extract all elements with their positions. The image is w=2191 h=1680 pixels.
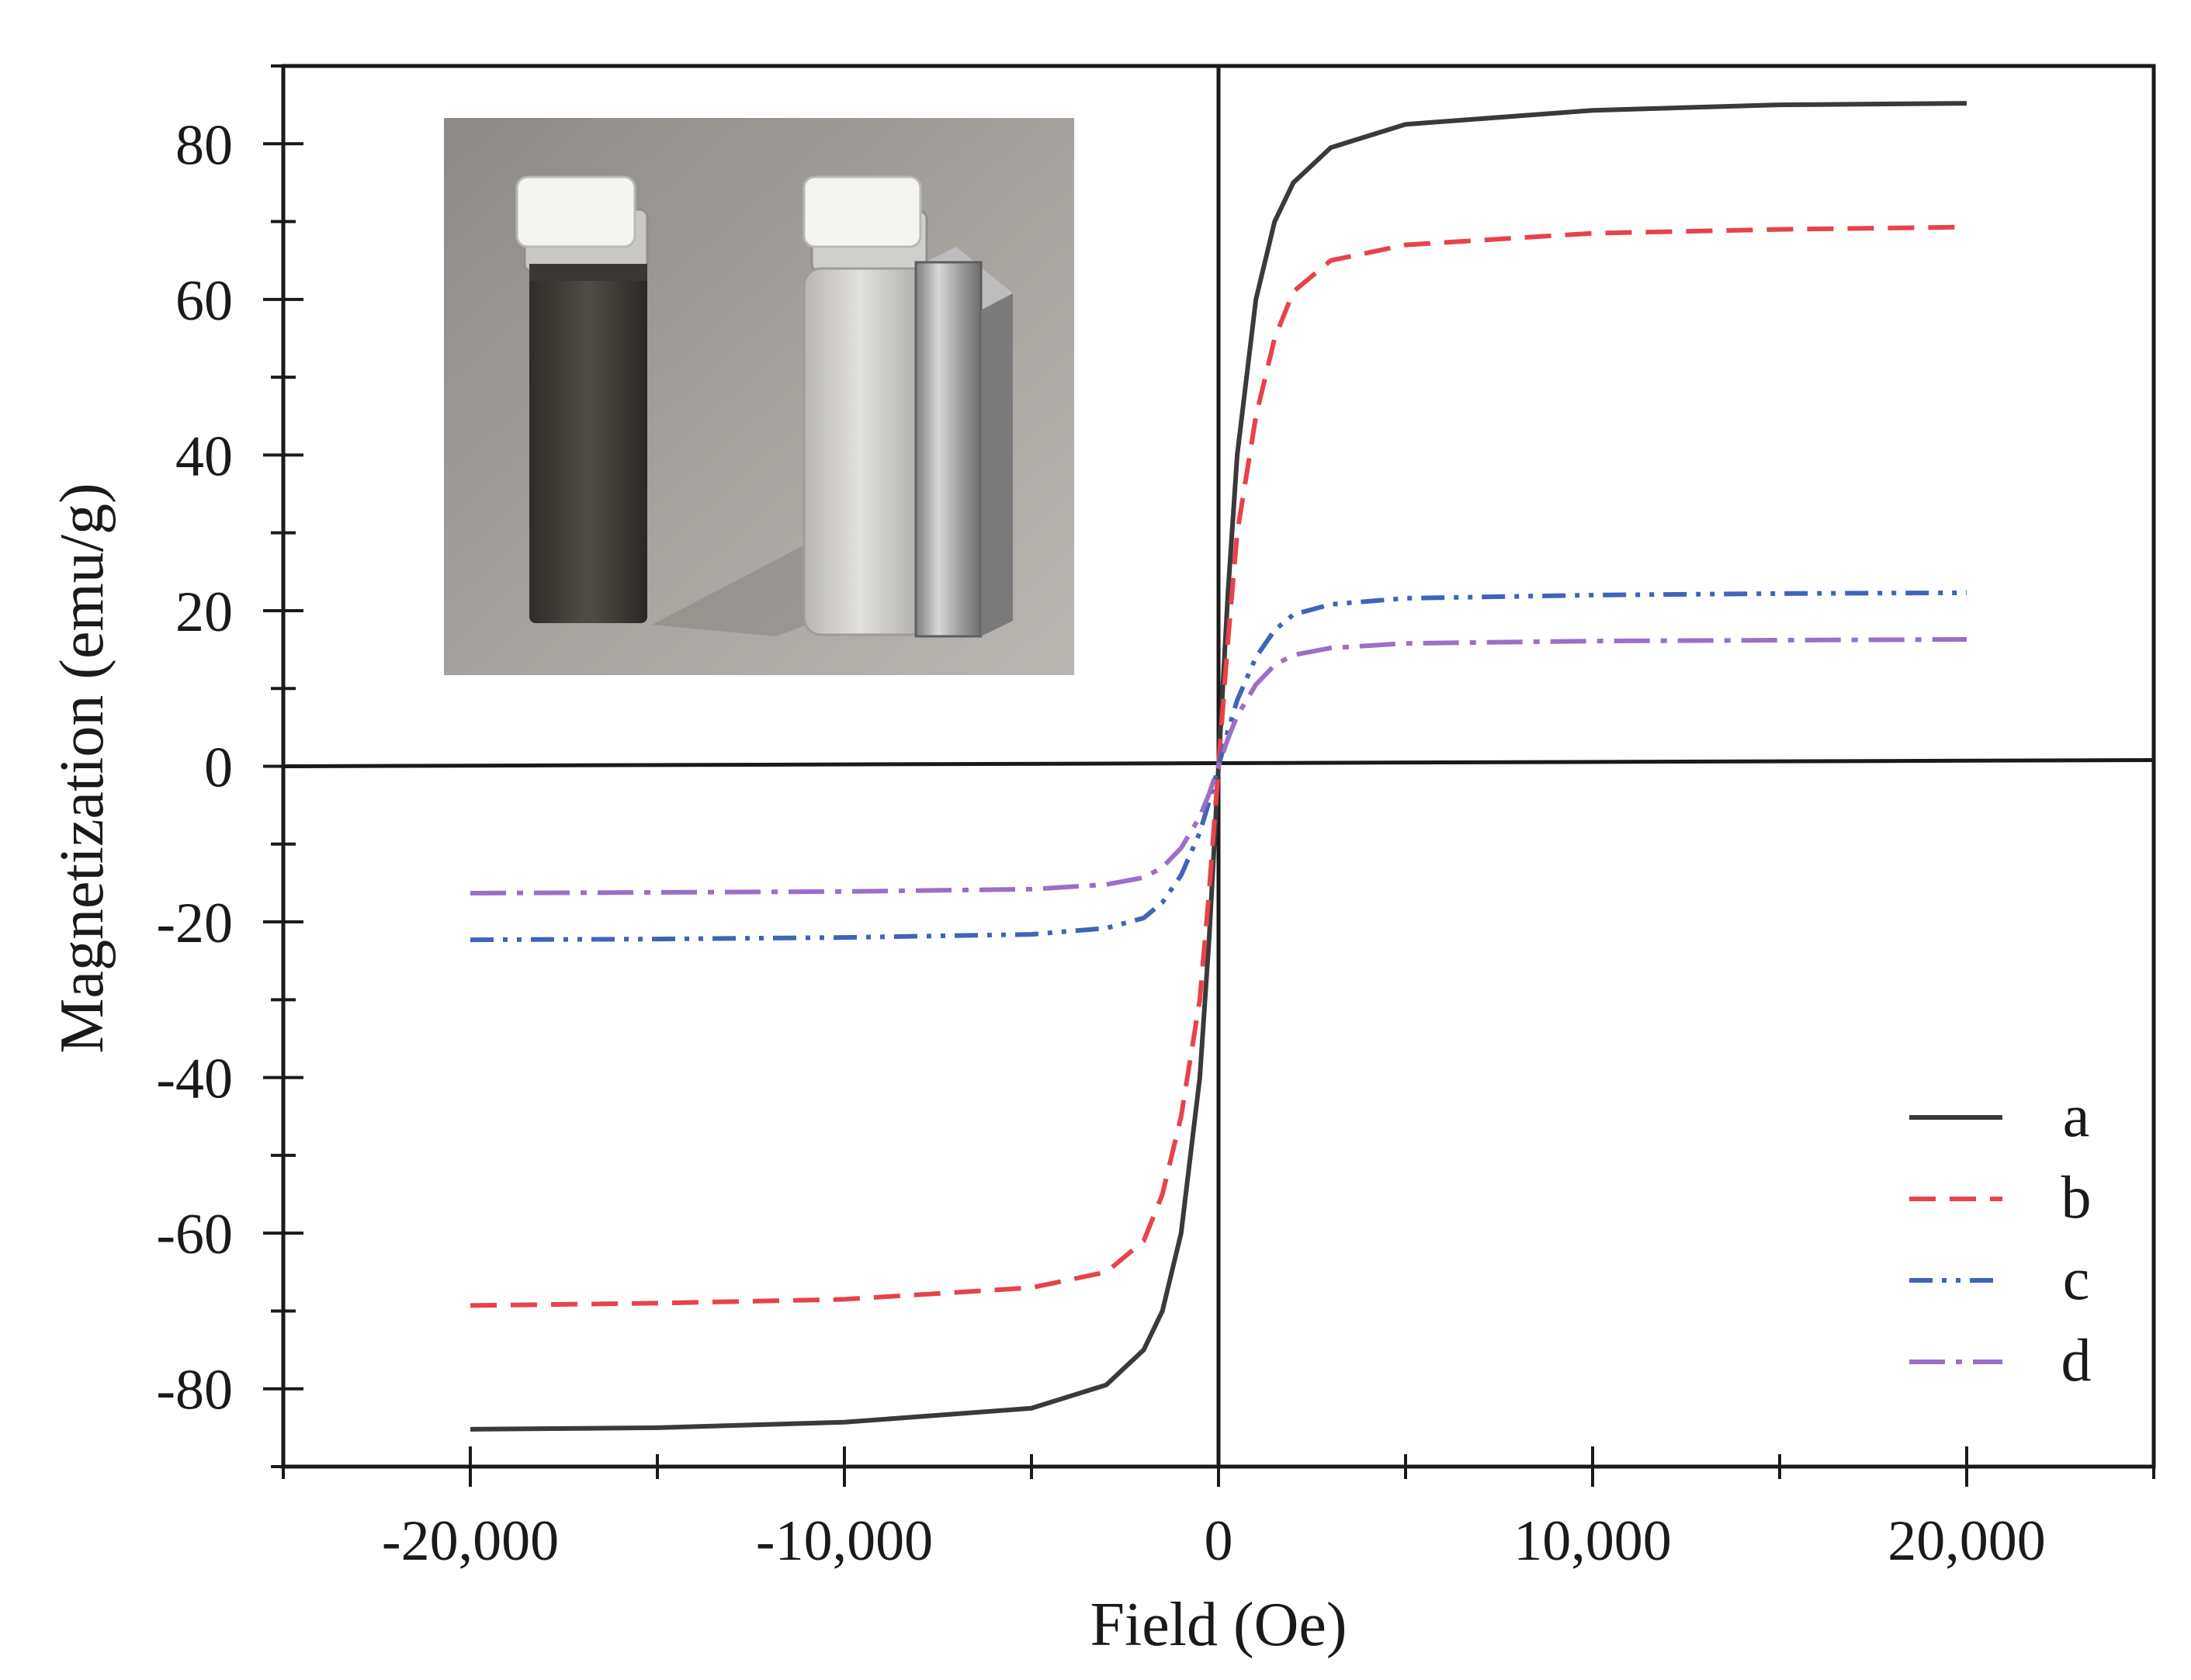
y-axis-title: Magnetization (emu/g) xyxy=(48,483,116,1053)
y-tick-label: 0 xyxy=(204,736,233,800)
y-tick-label: 60 xyxy=(175,269,233,333)
y-tick-label: -20 xyxy=(156,892,233,955)
series-line-d xyxy=(470,637,1967,895)
vial-clear xyxy=(803,175,930,636)
y-tick-label: -80 xyxy=(156,1359,233,1422)
x-tick-label: 0 xyxy=(1205,1509,1233,1573)
legend-label-d: d xyxy=(2061,1326,2092,1394)
tick-labels-layer: -20,000 -10,000 0 10,000 20,000 -80 -60 -40 -20 0… xyxy=(156,113,2045,1573)
y-tick-label: -40 xyxy=(156,1048,233,1111)
legend-label-a: a xyxy=(2063,1082,2090,1149)
inset-photo xyxy=(444,118,1074,675)
magnet xyxy=(914,247,1013,638)
x-axis-title: Field (Oe) xyxy=(1090,1591,1347,1659)
y-tick-label: 20 xyxy=(175,580,233,644)
legend-label-b: b xyxy=(2061,1163,2092,1231)
series-line-b xyxy=(470,224,1967,1308)
x-tick-label: 10,000 xyxy=(1513,1509,1672,1573)
x-tick-label: -20,000 xyxy=(382,1509,559,1573)
vial-dark xyxy=(515,175,649,623)
x-tick-label: 20,000 xyxy=(1888,1509,2046,1573)
y-tick-label: 80 xyxy=(175,113,233,177)
x-tick-label: -10,000 xyxy=(756,1509,933,1573)
series-layer xyxy=(470,101,1967,1432)
y-tick-label: -60 xyxy=(156,1203,233,1266)
y-tick-label: 40 xyxy=(175,424,233,488)
legend-label-c: c xyxy=(2063,1245,2090,1312)
